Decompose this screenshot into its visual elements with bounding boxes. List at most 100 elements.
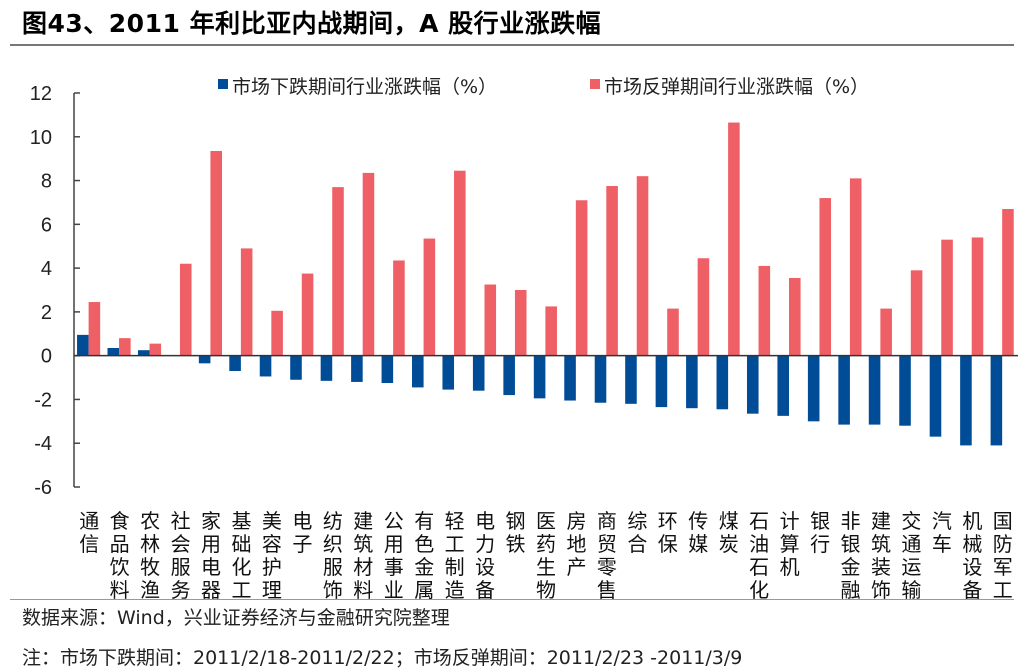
bar-rebound-8	[332, 187, 344, 356]
bar-rebound-21	[728, 122, 740, 356]
bar-rebound-17	[606, 186, 618, 356]
x-tick-label: 有色金属	[414, 509, 434, 602]
bar-rebound-26	[880, 308, 892, 356]
x-tick-label: 汽车	[932, 509, 952, 556]
bar-decline-17	[594, 355, 607, 403]
bar-decline-2	[137, 350, 150, 356]
bar-decline-22	[746, 355, 759, 414]
x-tick-label: 电子	[292, 509, 312, 556]
bar-rebound-14	[514, 290, 527, 356]
x-tick-label: 轻工制造	[445, 509, 465, 602]
source-text: 数据来源：Wind，兴业证券经济与金融研究院整理	[22, 607, 450, 629]
bar-decline-16	[564, 355, 576, 401]
bar-decline-7	[290, 355, 302, 380]
x-tick-label: 医药生物	[536, 509, 556, 602]
legend-label: 市场下跌期间行业涨跌幅（%）	[232, 76, 497, 98]
bar-rebound-0	[88, 302, 101, 356]
x-tick-label: 环保	[658, 509, 678, 556]
bar-decline-23	[777, 355, 790, 416]
bar-rebound-15	[545, 306, 557, 356]
bar-decline-1	[107, 348, 120, 356]
x-tick-label: 基础化工	[231, 509, 251, 602]
x-tick-label: 计算机	[780, 509, 800, 579]
y-tick-label: 0	[41, 346, 52, 368]
bar-rebound-13	[484, 284, 497, 356]
y-tick-label: 6	[41, 214, 52, 236]
bar-rebound-16	[575, 200, 588, 356]
bar-decline-8	[320, 355, 333, 381]
x-tick-label: 食品饮料	[110, 509, 130, 602]
bar-rebound-7	[301, 273, 314, 356]
bar-rebound-10	[393, 260, 405, 356]
x-tick-label: 钢铁	[506, 509, 526, 556]
bar-decline-24	[807, 355, 820, 422]
note-text: 注：市场下跌期间：2011/2/18-2011/2/22；市场反弹期间：2011…	[22, 647, 743, 669]
bar-decline-26	[868, 355, 881, 425]
x-tick-label: 国防军工	[993, 509, 1013, 602]
x-tick-label: 传媒	[688, 509, 708, 556]
bar-rebound-30	[1002, 209, 1014, 356]
x-tick-label: 石油石化	[749, 509, 769, 602]
x-tick-label: 家用电器	[201, 509, 221, 602]
bar-rebound-25	[849, 178, 862, 356]
bar-decline-4	[198, 355, 211, 364]
y-tick-label: -6	[34, 477, 52, 499]
x-tick-label: 房地产	[566, 509, 586, 579]
bar-decline-27	[899, 355, 911, 426]
bar-decline-10	[381, 355, 394, 384]
bar-decline-28	[929, 355, 942, 437]
legend-label: 市场反弹期间行业涨跌幅（%）	[604, 76, 869, 98]
bar-rebound-6	[271, 310, 283, 356]
y-tick-label: 10	[30, 127, 52, 149]
bar-decline-13	[472, 355, 485, 391]
bar-rebound-9	[362, 172, 375, 356]
bar-rebound-12	[454, 170, 466, 356]
bar-decline-5	[229, 355, 241, 371]
bar-rebound-28	[941, 239, 953, 356]
x-tick-label: 建筑装饰	[871, 509, 891, 602]
bar-decline-6	[259, 355, 272, 377]
bar-decline-20	[686, 355, 698, 409]
title-divider	[10, 44, 1014, 46]
bar-decline-21	[716, 355, 729, 410]
legend-swatch	[218, 79, 228, 89]
bar-decline-25	[838, 355, 850, 425]
bar-rebound-29	[971, 237, 984, 356]
bar-rebound-5	[240, 248, 253, 356]
legend-swatch	[590, 79, 600, 89]
bar-decline-18	[625, 355, 637, 404]
x-tick-label: 公用事业	[384, 509, 404, 602]
x-tick-label: 美容护理	[262, 509, 282, 602]
figure-title: 图43、2011 年利比亚内战期间，A 股行业涨跌幅	[22, 9, 602, 38]
bar-decline-19	[655, 355, 668, 408]
x-tick-label: 综合	[627, 509, 647, 556]
x-tick-label: 纺织服饰	[323, 509, 343, 602]
bar-decline-9	[351, 355, 363, 382]
bar-rebound-23	[789, 277, 801, 356]
x-tick-label: 社会服务	[171, 509, 191, 602]
x-tick-label: 交通运输	[901, 509, 921, 602]
source-divider	[10, 599, 1014, 600]
x-tick-label: 电力设备	[475, 509, 495, 602]
bar-decline-12	[442, 355, 455, 390]
x-tick-label: 煤炭	[719, 509, 739, 556]
x-tick-label: 非银金融	[841, 509, 861, 602]
bar-rebound-18	[636, 176, 649, 356]
y-tick-label: 12	[30, 83, 52, 105]
bar-decline-30	[990, 355, 1003, 446]
y-tick-label: -4	[34, 433, 52, 455]
bar-rebound-2	[149, 343, 162, 356]
bar-decline-15	[533, 355, 546, 399]
y-tick-label: 8	[41, 171, 52, 193]
bar-decline-14	[503, 355, 515, 396]
x-tick-label: 机械设备	[962, 509, 982, 602]
bar-rebound-1	[119, 338, 131, 356]
x-tick-label: 建筑材料	[353, 509, 373, 602]
bar-rebound-27	[910, 270, 923, 356]
x-tick-label: 银行	[810, 509, 830, 556]
bar-decline-11	[412, 355, 424, 388]
y-tick-label: -2	[34, 389, 52, 411]
x-tick-label: 商贸零售	[597, 509, 617, 602]
bar-rebound-4	[210, 151, 222, 356]
